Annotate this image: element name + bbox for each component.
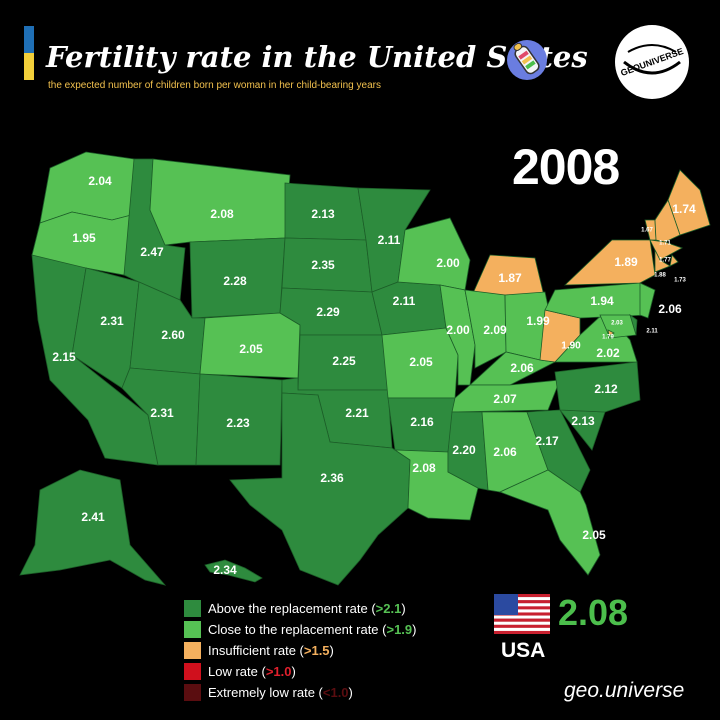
state-rate-ri: 1.88 xyxy=(654,273,666,279)
state-ct xyxy=(654,249,671,273)
state-rate-mo: 2.05 xyxy=(409,355,433,369)
state-rate-hi: 2.34 xyxy=(213,563,237,577)
usa-flag-icon xyxy=(494,594,550,634)
credit-text: geo.universe xyxy=(564,679,685,702)
state-nm xyxy=(195,373,283,466)
state-rate-ar: 2.16 xyxy=(410,415,434,429)
state-rate-nd: 2.13 xyxy=(311,207,335,221)
state-ia xyxy=(371,281,447,336)
legend-item: Close to the replacement rate (>1.9) xyxy=(184,619,417,640)
year-label: 2008 xyxy=(512,139,620,195)
state-mt xyxy=(149,158,291,246)
state-rate-nm: 2.23 xyxy=(226,416,250,430)
state-rate-ut: 2.60 xyxy=(161,328,185,342)
legend-swatch xyxy=(184,600,201,617)
state-in xyxy=(464,289,507,369)
state-rate-va: 2.02 xyxy=(596,346,620,360)
state-rate-wv: 1.90 xyxy=(561,341,581,352)
state-rate-ct: 1.73 xyxy=(674,278,686,284)
state-wi xyxy=(397,217,471,291)
state-rate-sd: 2.35 xyxy=(311,258,335,272)
legend-label: Insufficient rate (>1.5) xyxy=(208,643,334,658)
state-rate-az: 2.31 xyxy=(150,406,174,420)
legend-label: Close to the replacement rate (>1.9) xyxy=(208,622,417,637)
state-rate-mt: 2.08 xyxy=(210,207,234,221)
state-rate-il: 2.00 xyxy=(446,323,470,337)
state-rate-ne: 2.29 xyxy=(316,305,340,319)
state-rate-co: 2.05 xyxy=(239,342,263,356)
state-rate-id: 2.47 xyxy=(140,245,164,259)
national-rate-value: 2.08 xyxy=(558,592,629,633)
legend-swatch xyxy=(184,663,201,680)
geouniverse-logo: GEOUNIVERSE xyxy=(615,25,689,99)
state-rate-ga: 2.17 xyxy=(535,434,559,448)
state-rate-ks: 2.25 xyxy=(332,354,356,368)
state-fl xyxy=(498,469,601,576)
state-rate-pa: 1.94 xyxy=(590,294,614,308)
legend-item: Insufficient rate (>1.5) xyxy=(184,640,417,661)
state-rate-mn: 2.11 xyxy=(378,233,401,247)
legend-item: Low rate (>1.0) xyxy=(184,661,417,682)
state-rate-wi: 2.00 xyxy=(436,256,460,270)
state-rate-ma: 1.77 xyxy=(659,258,671,264)
state-ak xyxy=(19,469,167,586)
state-nc xyxy=(554,361,641,413)
state-mo xyxy=(381,327,459,399)
legend-label: Extremely low rate (<1.0) xyxy=(208,685,353,700)
legend-item: Extremely low rate (<1.0) xyxy=(184,682,417,703)
state-rate-dc: 1.79 xyxy=(602,335,614,341)
state-rate-wa: 2.04 xyxy=(88,174,112,188)
state-rate-ia: 2.11 xyxy=(393,294,416,308)
legend-label: Low rate (>1.0) xyxy=(208,664,296,679)
legend-swatch xyxy=(184,621,201,638)
state-rate-or: 1.95 xyxy=(72,231,96,245)
state-rate-ms: 2.20 xyxy=(452,443,476,457)
state-rate-oh: 1.99 xyxy=(526,314,550,328)
legend-swatch xyxy=(184,684,201,701)
state-nj xyxy=(639,282,656,319)
state-dc xyxy=(607,329,615,337)
state-ma xyxy=(649,239,683,261)
state-rate-vt: 1.67 xyxy=(641,228,653,234)
state-ga xyxy=(526,409,591,493)
state-rate-ca: 2.15 xyxy=(52,350,76,364)
state-rate-la: 2.08 xyxy=(412,461,436,475)
state-hi xyxy=(204,559,263,583)
state-rate-ok: 2.21 xyxy=(345,406,369,420)
state-rate-fl: 2.05 xyxy=(582,528,606,542)
state-rate-nv: 2.31 xyxy=(100,314,124,328)
state-rate-mi: 1.87 xyxy=(498,271,522,285)
legend: Above the replacement rate (>2.1) Close t… xyxy=(184,598,417,703)
ukraine-flag-bar xyxy=(24,26,34,80)
state-rate-al: 2.06 xyxy=(493,445,517,459)
state-nh xyxy=(654,199,681,243)
state-rate-me: 1.74 xyxy=(672,202,696,216)
page-subtitle: the expected number of children born per… xyxy=(48,80,381,91)
state-rate-de: 2.11 xyxy=(646,329,658,335)
legend-item: Above the replacement rate (>2.1) xyxy=(184,598,417,619)
state-rate-nc: 2.12 xyxy=(594,382,618,396)
state-rate-in: 2.09 xyxy=(483,323,507,337)
state-rate-tn: 2.07 xyxy=(493,392,517,406)
baby-bottle-icon xyxy=(507,40,547,80)
national-label: USA xyxy=(501,639,546,662)
state-rate-ky: 2.06 xyxy=(510,361,534,375)
state-ny xyxy=(563,239,656,286)
state-tx xyxy=(229,392,411,586)
state-rate-md: 2.03 xyxy=(611,321,623,327)
state-rate-ak: 2.41 xyxy=(81,510,105,524)
state-rate-sc: 2.13 xyxy=(571,414,595,428)
state-rate-tx: 2.36 xyxy=(320,471,344,485)
state-rate-ny: 1.89 xyxy=(614,255,638,269)
state-ri xyxy=(669,254,679,267)
legend-label: Above the replacement rate (>2.1) xyxy=(208,601,406,616)
state-rate-wy: 2.28 xyxy=(223,274,247,288)
state-rate-nj: 2.06 xyxy=(658,302,682,316)
state-rate-nh: 1.71 xyxy=(659,241,671,247)
page-title: Fertility rate in the United States xyxy=(46,40,588,74)
legend-swatch xyxy=(184,642,201,659)
state-me xyxy=(667,169,711,236)
